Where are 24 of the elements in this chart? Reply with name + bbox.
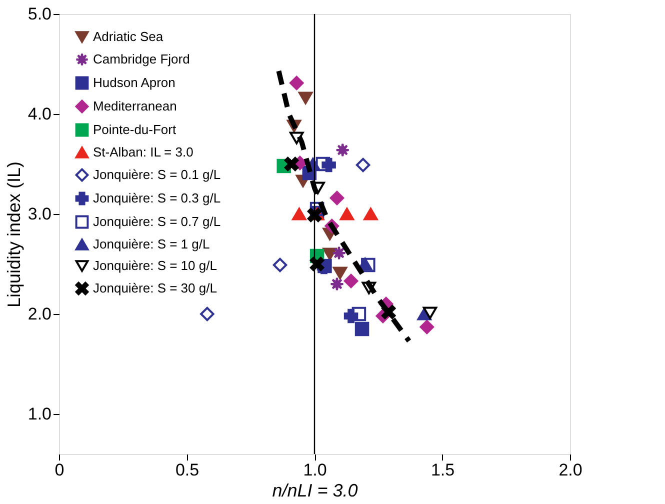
x-tick-label: 0 bbox=[54, 460, 64, 480]
x-tick-label: 1.5 bbox=[430, 460, 455, 480]
legend-label: Jonquière: S = 10 g/L bbox=[93, 258, 217, 273]
legend-label: Mediterranean bbox=[93, 98, 177, 114]
x-tick-label: 0.5 bbox=[175, 460, 200, 480]
legend-label: Jonquière: S = 0.7 g/L bbox=[93, 214, 221, 229]
legend-label: Hudson Apron bbox=[93, 75, 176, 90]
y-tick-label: 5.0 bbox=[28, 4, 52, 24]
legend-label: Adriatic Sea bbox=[93, 29, 164, 44]
y-axis-title: Liquidity index (IL) bbox=[4, 161, 24, 308]
legend-label: Jonquière: S = 0.3 g/L bbox=[93, 190, 221, 206]
y-tick-label: 1.0 bbox=[28, 404, 52, 424]
legend-label: Jonquière: S = 0.1 g/L bbox=[93, 167, 221, 182]
x-tick-label: 2.0 bbox=[558, 460, 582, 480]
legend-label: Cambridge Fjord bbox=[93, 52, 190, 66]
y-tick-label: 2.0 bbox=[28, 304, 52, 324]
legend-label: Jonquière: S = 30 g/L bbox=[93, 280, 217, 296]
y-tick-label: 3.0 bbox=[28, 204, 52, 224]
legend-label: St-Alban: IL = 3.0 bbox=[93, 144, 194, 160]
x-tick-label: 1.0 bbox=[303, 460, 327, 480]
x-axis-title: n/nLI = 3.0 bbox=[272, 480, 358, 500]
legend-label: Jonquière: S = 1 g/L bbox=[93, 236, 210, 252]
legend-label: Pointe-du-Fort bbox=[93, 122, 176, 137]
y-tick-label: 4.0 bbox=[28, 104, 52, 124]
